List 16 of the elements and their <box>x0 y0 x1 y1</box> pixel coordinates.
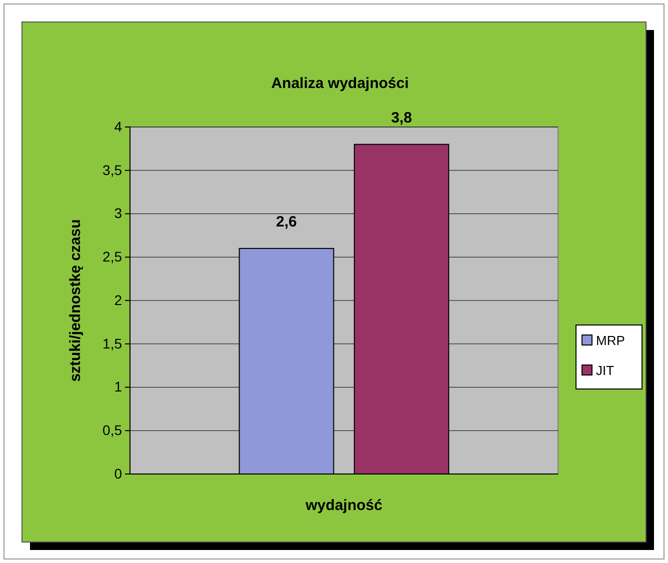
y-tick-label: 4 <box>114 118 122 134</box>
y-tick-label: 3,5 <box>102 162 122 178</box>
y-tick-label: 1 <box>114 378 122 395</box>
y-tick-label: 2,5 <box>102 248 122 265</box>
data-label: 3,8 <box>391 109 412 126</box>
y-tick-label: 0,5 <box>102 422 122 438</box>
y-tick-label: 1,5 <box>102 335 122 352</box>
chart-title: Analiza wydajności <box>271 75 409 92</box>
legend-label: MRP <box>596 333 625 348</box>
data-label: 2,6 <box>276 213 297 230</box>
x-axis-title: wydajność <box>304 497 382 514</box>
legend-label: JIT <box>596 363 614 378</box>
y-tick-label: 3 <box>114 205 122 222</box>
y-tick-label: 2 <box>114 292 122 308</box>
y-tick-label: 0 <box>114 465 122 482</box>
y-axis-title: sztuki/jednostkę czasu <box>67 219 84 382</box>
